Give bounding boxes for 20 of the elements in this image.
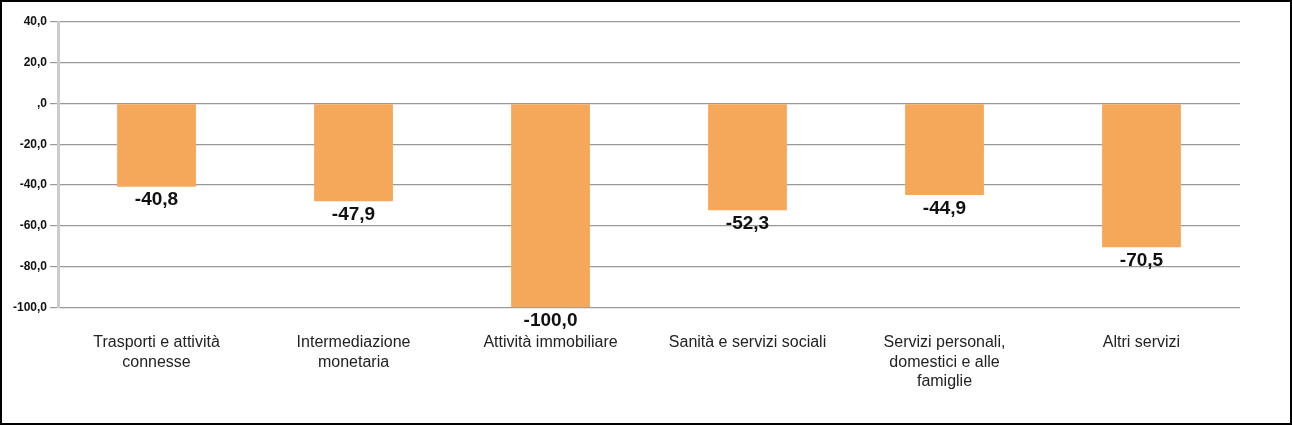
y-tick-label: -20,0 <box>19 136 48 151</box>
x-tick-label: Intermediazione monetaria <box>296 333 411 370</box>
data-label: -47,9 <box>331 202 376 224</box>
x-tick-label: Trasporti e attività connesse <box>93 333 220 370</box>
data-label: -40,8 <box>134 188 179 210</box>
x-tick-label: Servizi personali, domestici e alle famiglie <box>883 333 1006 389</box>
data-label: -52,3 <box>725 211 770 233</box>
x-tick-label: Sanità e servizi sociali <box>668 333 827 351</box>
x-tick-label: Altri servizi <box>1102 333 1181 351</box>
y-tick-label: -40,0 <box>19 177 48 192</box>
y-tick-label: -100,0 <box>12 299 48 314</box>
y-tick-label: -80,0 <box>19 258 48 273</box>
y-tick-label: 40,0 <box>23 14 48 29</box>
x-tick-label: Attività immobiliare <box>483 333 618 351</box>
y-tick-label: ,0 <box>37 95 48 110</box>
data-label: -70,5 <box>1119 249 1164 270</box>
y-tick-label: -60,0 <box>19 218 48 233</box>
y-tick-label: 20,0 <box>23 55 48 70</box>
data-label: -100,0 <box>523 309 578 331</box>
data-label: -44,9 <box>922 196 967 218</box>
